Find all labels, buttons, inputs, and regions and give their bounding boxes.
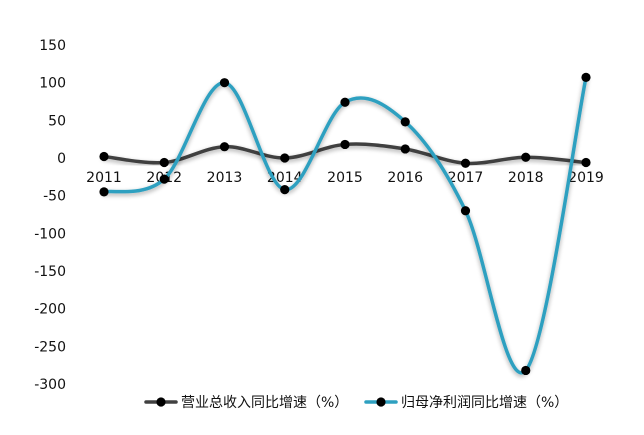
data-point	[159, 157, 169, 168]
data-point	[400, 117, 410, 127]
data-point	[460, 158, 471, 168]
x-tick-label: 2018	[508, 170, 544, 186]
data-point	[340, 139, 350, 150]
data-point	[521, 365, 531, 376]
series-2	[99, 72, 591, 376]
series-line	[102, 75, 588, 375]
y-tick-label: 150	[39, 38, 66, 54]
data-point	[159, 174, 169, 184]
y-tick-label: 50	[48, 113, 66, 129]
legend-item: 归母净利润同比增速（%）	[364, 394, 568, 411]
legend-label: 营业总收入同比增速（%）	[181, 395, 348, 411]
legend-label: 归母净利润同比增速（%）	[401, 394, 568, 411]
x-tick-label: 2016	[387, 170, 423, 186]
y-tick-label: -50	[43, 189, 66, 205]
data-point	[581, 157, 591, 168]
series-lines	[99, 72, 591, 376]
legend-marker	[156, 397, 166, 407]
y-tick-label: -200	[34, 302, 66, 318]
data-point	[219, 142, 230, 152]
y-tick-label: 0	[57, 151, 66, 167]
legend: 营业总收入同比增速（%） 归母净利润同比增速（%）	[144, 394, 568, 411]
x-tick-label: 2011	[86, 170, 122, 186]
x-tick-label: 2017	[448, 170, 484, 186]
y-tick-label: -250	[34, 339, 66, 355]
y-tick-label: 100	[39, 76, 66, 92]
series-1	[99, 139, 591, 168]
x-tick-label: 2013	[207, 170, 243, 186]
data-point	[400, 144, 410, 154]
data-point	[581, 72, 591, 82]
y-tick-label: -150	[34, 264, 66, 280]
x-tick-label: 2015	[327, 170, 363, 186]
x-tick-label: 2019	[568, 170, 604, 186]
data-point	[280, 185, 290, 195]
data-point	[460, 206, 471, 216]
data-point	[219, 78, 230, 88]
y-tick-label: -300	[34, 377, 66, 393]
data-point	[340, 97, 350, 107]
data-point	[99, 151, 109, 162]
data-point	[280, 153, 290, 163]
data-point	[99, 187, 109, 197]
legend-item: 营业总收入同比增速（%）	[144, 395, 348, 411]
data-point	[521, 152, 531, 162]
y-axis: 150 100 50 0 -50 -100 -150 -200 -250 -300	[34, 38, 66, 393]
y-tick-label: -100	[34, 226, 66, 242]
x-axis: 201120122013201420152016201720182019	[86, 170, 604, 186]
legend-marker	[376, 397, 386, 407]
